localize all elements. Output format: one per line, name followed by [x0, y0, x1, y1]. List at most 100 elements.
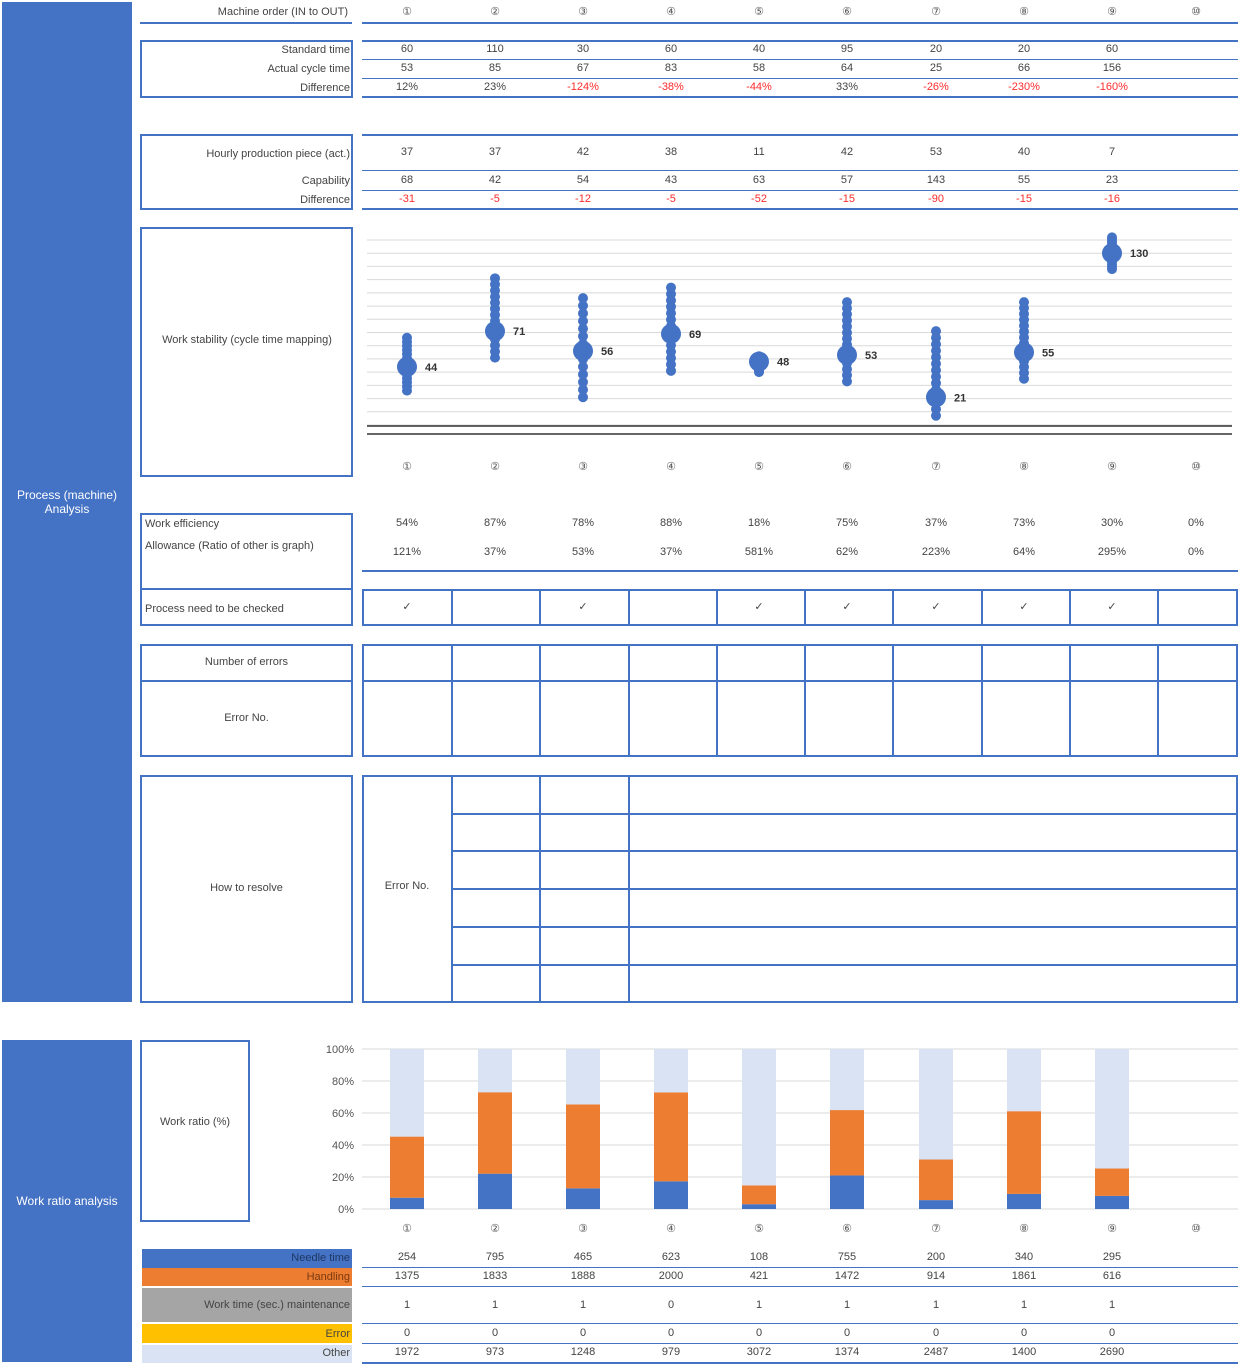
legend-error	[142, 1324, 352, 1343]
production-difference-value: -12	[575, 193, 591, 205]
mean-label: 56	[601, 346, 613, 358]
machine-number: ⑨	[1107, 1223, 1117, 1235]
mean-label: 130	[1130, 248, 1148, 260]
bar-segment	[390, 1197, 424, 1209]
bar-segment	[1095, 1168, 1129, 1196]
machine-number: ⑩	[1191, 461, 1201, 473]
actual-cycle-value: 66	[1017, 62, 1031, 74]
capability-value: 43	[664, 174, 678, 186]
cycle-point	[1019, 297, 1029, 308]
grid-divider	[892, 589, 894, 626]
mean-point	[926, 387, 946, 408]
y-tick-label: 20%	[332, 1172, 354, 1184]
allowance-value: 0%	[1188, 546, 1204, 558]
work-ratio-chart: 100% 80% 60% 40% 20% 0%	[326, 1044, 1238, 1216]
grid-divider	[804, 644, 806, 757]
machine-number: ⑦	[931, 6, 941, 18]
y-tick-label: 80%	[332, 1076, 354, 1088]
section-process-analysis: Process (machine) Analysis	[2, 2, 132, 1002]
machine-number: ⑥	[842, 461, 852, 473]
legend-line-4	[362, 1343, 1238, 1344]
actual-cycle-label: Actual cycle time	[267, 63, 350, 75]
bar-segment	[830, 1175, 864, 1209]
legend-handling	[142, 1268, 352, 1286]
handling-value: 1861	[1011, 1270, 1037, 1282]
cycle-difference-value: 33%	[835, 81, 859, 93]
capability-value: 54	[576, 174, 590, 186]
machine-number: ⑤	[754, 461, 764, 473]
machine-number: ⑩	[1191, 1223, 1201, 1235]
hourly-production-value: 37	[400, 146, 414, 158]
bar-segment	[390, 1136, 424, 1198]
error-value: 0	[932, 1327, 940, 1339]
grid-divider	[1157, 644, 1159, 757]
hourly-production-value: 11	[753, 146, 765, 158]
actual-cycle-value: 85	[488, 62, 502, 74]
machine-number: ③	[578, 1223, 588, 1235]
cycle-line-bottom	[362, 96, 1238, 98]
resolve-label-box	[140, 775, 353, 1003]
check-mark: ✓	[931, 601, 941, 613]
production-difference-value: -15	[839, 193, 855, 205]
how-to-resolve-label: How to resolve	[210, 882, 283, 894]
efficiency-value: 75%	[835, 517, 859, 529]
stability-label-box	[140, 227, 353, 477]
cycle-difference-value: -160%	[1096, 81, 1128, 93]
cycle-point	[666, 282, 676, 293]
actual-cycle-value: 67	[576, 62, 590, 74]
legend-maintenance	[142, 1288, 352, 1322]
cycle-difference-value: -124%	[567, 81, 599, 93]
legend-handling-label: Handling	[306, 1271, 350, 1283]
actual-cycle-value: 58	[752, 62, 766, 74]
allowance-value: 64%	[1012, 546, 1036, 558]
production-label-box	[140, 134, 353, 210]
cycle-point	[490, 273, 500, 284]
work-ratio-label-box	[140, 1040, 250, 1222]
machine-number: ⑤	[754, 1223, 764, 1235]
resolve-error-no-label: Error No.	[384, 880, 430, 892]
allowance-value: 121%	[392, 546, 422, 558]
handling-value: 1375	[394, 1270, 420, 1282]
number-of-errors-label: Number of errors	[204, 656, 289, 668]
bar-segment	[830, 1110, 864, 1176]
machine-number: ⑧	[1019, 461, 1029, 473]
actual-cycle-value: 64	[840, 62, 854, 74]
standard-time-value: 20	[929, 43, 943, 55]
mean-point	[573, 341, 593, 361]
machine-number: ④	[666, 461, 676, 473]
machine-number: ①	[402, 1223, 412, 1235]
standard-time-value: 95	[840, 43, 854, 55]
allowance-value: 62%	[835, 546, 859, 558]
cycle-line-mid2	[362, 78, 1238, 79]
handling-value: 914	[926, 1270, 946, 1282]
legend-line-3	[362, 1323, 1238, 1324]
error-value: 0	[1020, 1327, 1028, 1339]
efficiency-value: 18%	[747, 517, 771, 529]
efficiency-value: 30%	[1100, 517, 1124, 529]
standard-time-value: 60	[400, 43, 414, 55]
efficiency-value: 37%	[924, 517, 948, 529]
check-mark: ✓	[578, 601, 588, 613]
machine-number: ①	[402, 6, 412, 18]
bar-segment	[742, 1204, 776, 1209]
grid-divider	[892, 644, 894, 757]
stability-label: Work stability (cycle time mapping)	[162, 334, 332, 346]
other-value: 1374	[834, 1346, 860, 1358]
efficiency-value: 78%	[571, 517, 595, 529]
machine-number: ⑥	[842, 1223, 852, 1235]
grid-divider	[981, 644, 983, 757]
capability-value: 23	[1105, 174, 1119, 186]
cycle-point	[842, 297, 852, 308]
error-no-label: Error No.	[224, 712, 269, 724]
machine-number: ⑦	[931, 1223, 941, 1235]
cycle-point	[402, 332, 412, 343]
maintenance-value: 1	[843, 1299, 851, 1311]
handling-value: 2000	[658, 1270, 684, 1282]
section-work-ratio: Work ratio analysis	[2, 1040, 132, 1362]
cycle-point	[578, 316, 588, 327]
cycle-point	[578, 369, 588, 380]
difference-label: Difference	[300, 82, 350, 94]
grid-divider	[804, 589, 806, 626]
allowance-value: 223%	[921, 546, 951, 558]
machine-number: ⑧	[1019, 6, 1029, 18]
